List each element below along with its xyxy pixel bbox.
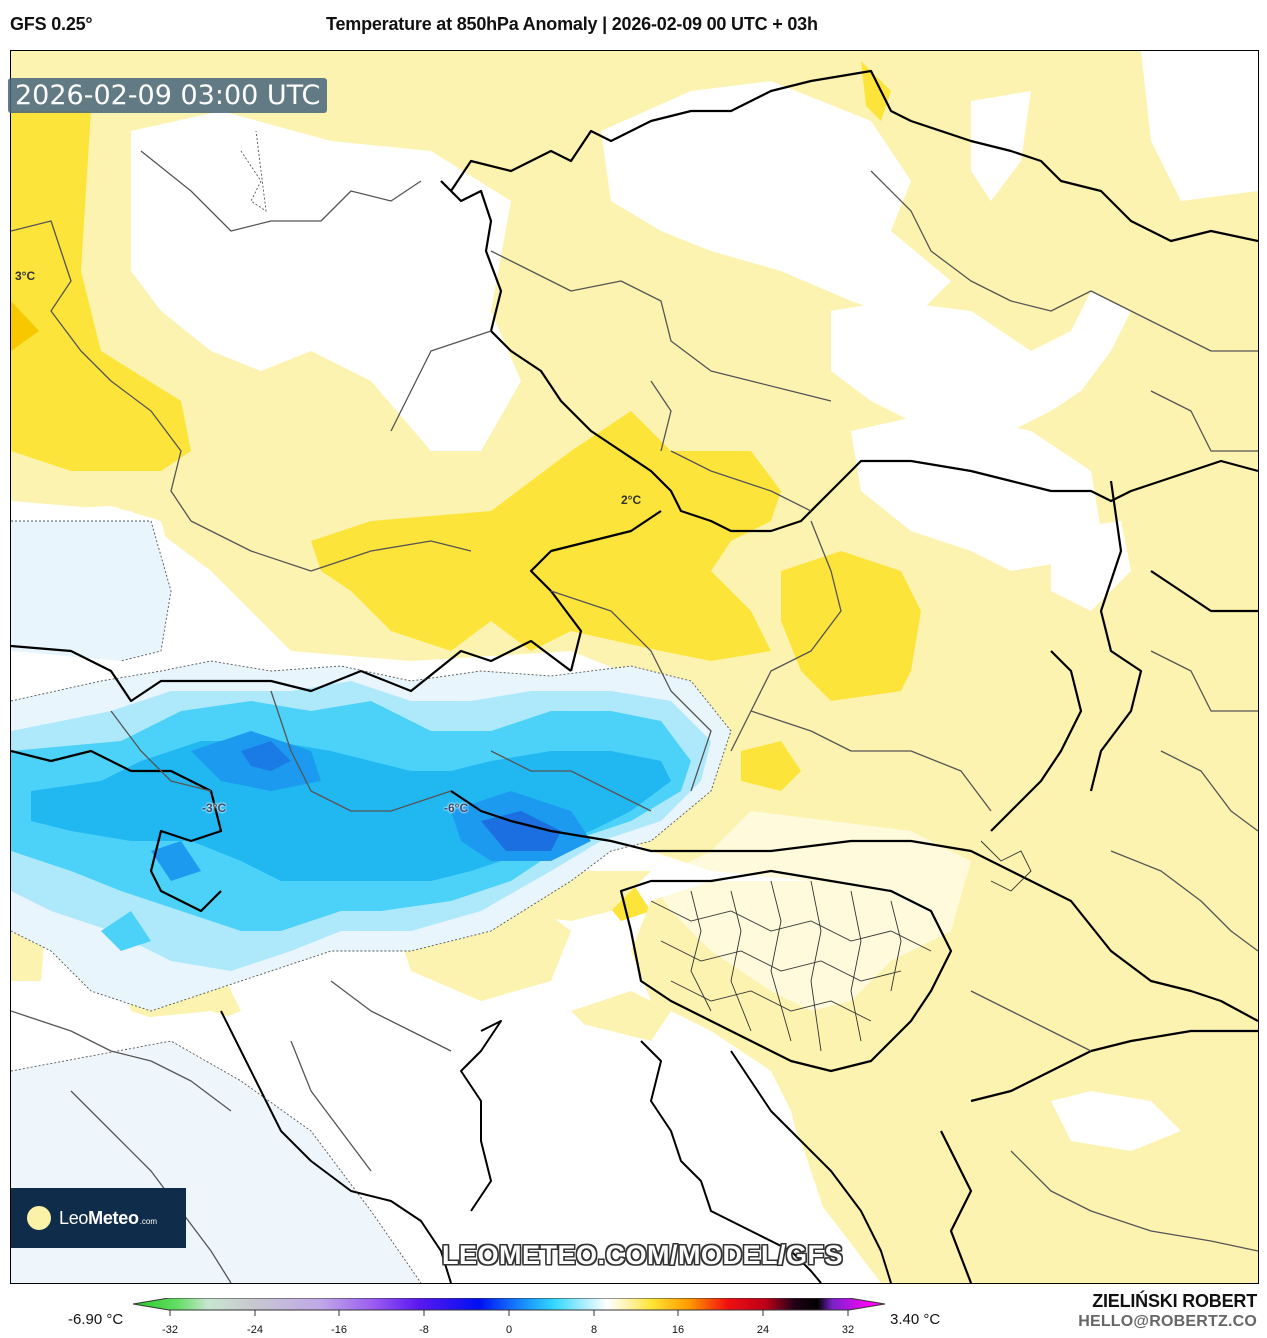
colorbar-tick: 0 (505, 1324, 513, 1336)
model-label: GFS 0.25° (10, 14, 93, 34)
sun-icon (27, 1206, 51, 1230)
colorbar-tick: -24 (247, 1324, 263, 1336)
colorbar (133, 1298, 885, 1316)
colorbar-tick: -16 (331, 1324, 347, 1336)
logo-domain: .com (139, 1216, 157, 1226)
author-email[interactable]: HELLO@ROBERTZ.CO (1078, 1313, 1257, 1330)
colorbar-tick: -8 (419, 1324, 429, 1336)
contour-label: 3°C (15, 269, 36, 283)
colorbar-min-label: -6.90 °C (68, 1311, 124, 1328)
colorbar-tick: 24 (756, 1324, 770, 1336)
anomaly-map (11, 51, 1258, 1283)
colorbar-tick: 16 (671, 1324, 685, 1336)
contour-label: -6°C (444, 801, 469, 815)
colorbar-max-label: 3.40 °C (890, 1311, 941, 1328)
colorbar-tick: 32 (841, 1324, 855, 1336)
contour-label: 2°C (621, 493, 642, 507)
author-name: ZIELIŃSKI ROBERT (1092, 1291, 1257, 1311)
contour-label: -3°C (202, 801, 227, 815)
watermark-url: LEOMETEO.COM/MODEL/GFS (442, 1240, 843, 1270)
valid-time-badge: 2026-02-09 03:00 UTC (8, 78, 328, 113)
colorbar-tick: 8 (590, 1324, 598, 1336)
colorbar-tick: -32 (162, 1324, 178, 1336)
chart-title: Temperature at 850hPa Anomaly | 2026-02-… (326, 14, 818, 34)
map-panel[interactable]: 3°C 2°C -3°C -6°C (10, 50, 1259, 1284)
logo-text: LeoMeteo (59, 1207, 139, 1228)
leometeo-logo[interactable]: LeoMeteo .com (11, 1188, 186, 1248)
